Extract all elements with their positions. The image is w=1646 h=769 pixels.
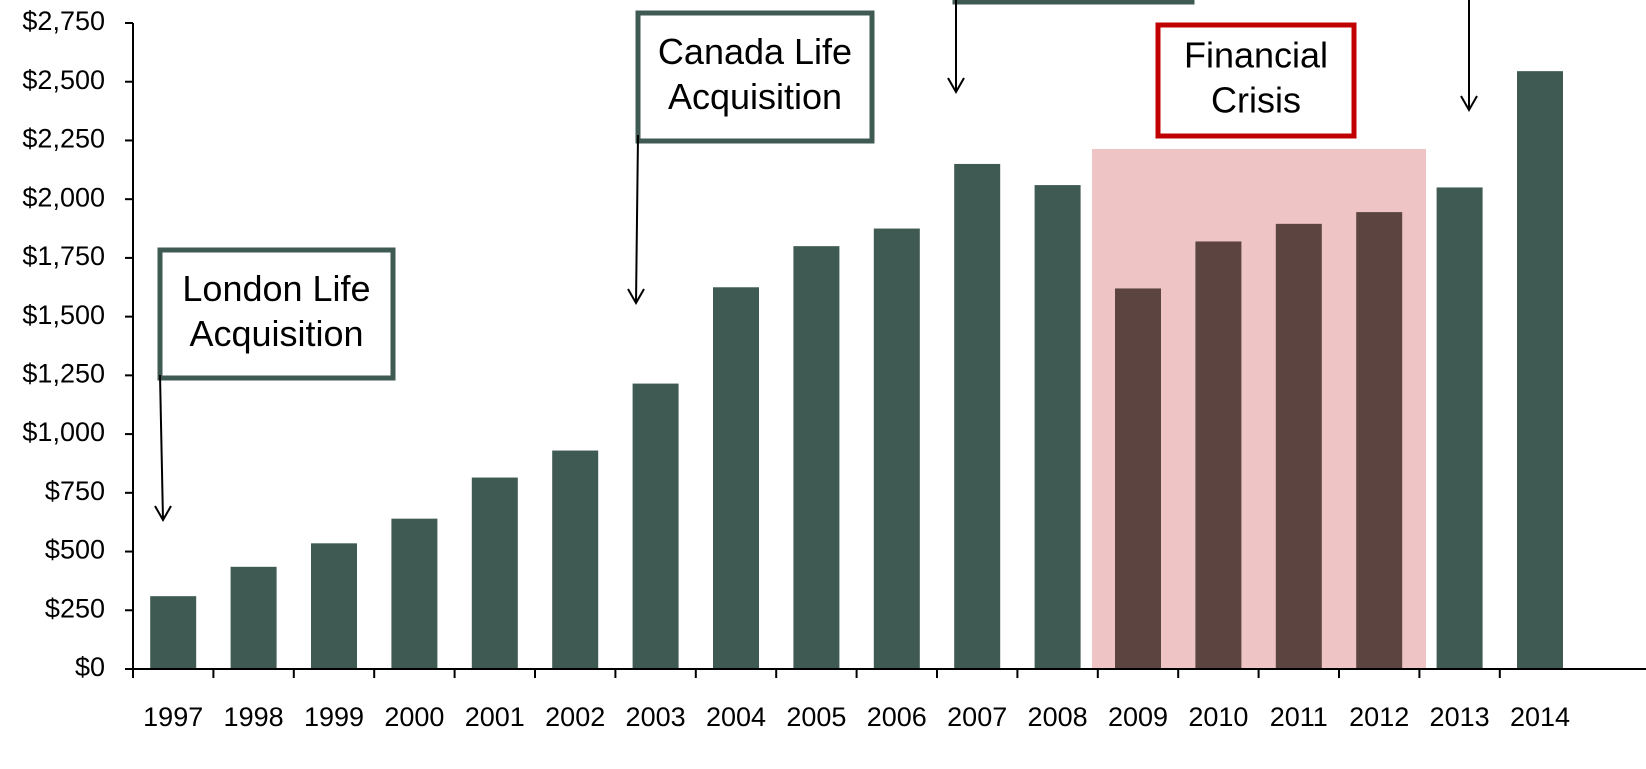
annotation-text: Canada Life	[658, 31, 852, 72]
arrow-head	[1460, 95, 1478, 113]
arrow	[159, 374, 164, 521]
cropped-box	[952, 0, 1195, 5]
bar	[391, 518, 438, 669]
bar	[1275, 223, 1322, 669]
y-tick-label: $2,500	[22, 65, 105, 95]
x-tick-label: 1998	[224, 702, 284, 732]
x-tick-label: 2001	[465, 702, 525, 732]
y-tick-label: $1,250	[22, 358, 105, 388]
bar	[632, 383, 679, 669]
arrow-head	[627, 288, 645, 306]
bar	[150, 596, 197, 669]
arrow-head	[154, 505, 172, 523]
bar	[1195, 241, 1242, 669]
x-tick-label: 2007	[947, 702, 1007, 732]
x-tick-label: 2012	[1349, 702, 1409, 732]
bar	[1436, 187, 1483, 669]
x-tick-label: 2014	[1510, 702, 1570, 732]
bar	[713, 287, 759, 669]
y-tick-label: $500	[45, 535, 105, 565]
y-tick-label: $1,500	[22, 300, 105, 330]
x-tick-label: 1997	[143, 702, 203, 732]
x-tick-label: 2008	[1028, 702, 1088, 732]
annotation-text: Acquisition	[189, 313, 363, 354]
x-tick-label: 2010	[1188, 702, 1248, 732]
y-tick-label: $750	[45, 476, 105, 506]
x-tick-label: 2006	[867, 702, 927, 732]
bar	[230, 566, 277, 669]
annotation-text: Financial	[1184, 35, 1328, 76]
bar	[1034, 185, 1081, 669]
bar	[552, 450, 599, 669]
x-tick-label: 2002	[545, 702, 605, 732]
y-tick-label: $0	[75, 652, 105, 682]
x-tick-label: 2003	[626, 702, 686, 732]
y-tick-label: $250	[45, 593, 105, 623]
x-tick-label: 2000	[384, 702, 444, 732]
x-tick-label: 2011	[1270, 702, 1328, 732]
bar	[1356, 212, 1403, 670]
bar	[793, 246, 840, 669]
y-tick-label: $2,250	[22, 124, 105, 154]
y-tick-label: $1,750	[22, 241, 105, 271]
annotation-box	[635, 10, 875, 144]
bar	[471, 477, 518, 669]
x-tick-label: 1999	[304, 702, 364, 732]
bar	[873, 228, 920, 669]
x-tick-label: 2004	[706, 702, 766, 732]
cropped-annotations	[947, 0, 1478, 113]
x-tick-label: 2009	[1108, 702, 1168, 732]
x-tick-label: 2013	[1430, 702, 1490, 732]
y-tick-label: $2,750	[22, 6, 105, 36]
x-tick-label: 2005	[786, 702, 846, 732]
arrow-head	[947, 77, 965, 95]
annotation-text: Acquisition	[668, 76, 842, 117]
annotation-box	[157, 247, 396, 381]
y-tick-label: $2,000	[22, 182, 105, 212]
bar	[311, 543, 357, 669]
bar	[1115, 288, 1161, 669]
arrow	[635, 134, 639, 304]
annotation-box	[1155, 22, 1357, 139]
bar	[1517, 71, 1563, 669]
y-tick-label: $1,000	[22, 417, 105, 447]
annotation-text: London Life	[182, 268, 370, 309]
annotation-text: Crisis	[1211, 80, 1301, 121]
bar	[954, 163, 1001, 670]
